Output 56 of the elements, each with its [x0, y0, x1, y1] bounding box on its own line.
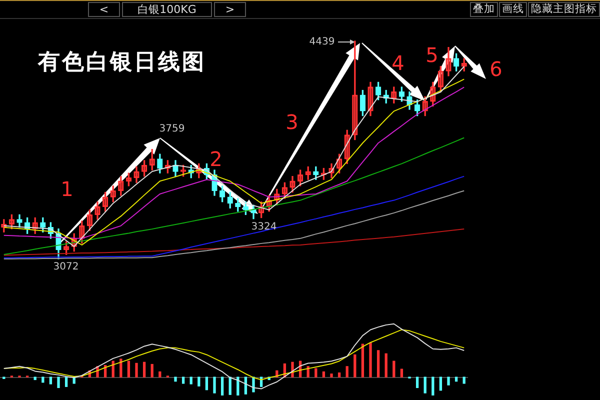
- bar: [354, 354, 356, 378]
- bar: [135, 362, 138, 378]
- bar: [182, 376, 185, 384]
- bar: [150, 364, 154, 378]
- bar: [330, 374, 333, 378]
- bar: [190, 376, 192, 384]
- bar: [57, 376, 60, 388]
- bar: [314, 368, 318, 378]
- bar: [174, 376, 177, 382]
- annotation: 2: [210, 147, 222, 172]
- bar: [454, 376, 458, 382]
- text: 画线: [499, 2, 527, 17]
- bar: [384, 353, 388, 378]
- bar: [220, 376, 224, 396]
- annotation: 5: [426, 43, 438, 68]
- bar: [42, 376, 44, 383]
- annotation: 3759: [159, 124, 185, 135]
- bar: [64, 376, 68, 387]
- bar: [338, 372, 341, 378]
- bar: [322, 371, 326, 378]
- bar: [236, 376, 240, 396]
- bar: [205, 376, 208, 390]
- bar: [346, 366, 348, 378]
- chart-title: 有色白银日线图: [38, 48, 206, 77]
- bar: [424, 376, 426, 394]
- bar: [228, 376, 232, 395]
- text: >: [214, 2, 246, 17]
- annotation: 1: [60, 177, 74, 202]
- bar: [198, 376, 200, 386]
- bar: [120, 358, 122, 378]
- bar: [416, 376, 419, 388]
- bar: [361, 344, 364, 378]
- annotation: 3324: [251, 222, 277, 233]
- bar: [34, 376, 36, 380]
- bar: [213, 376, 216, 394]
- text: 白银100KG: [122, 2, 212, 17]
- text: 隐藏主图指标: [528, 2, 600, 17]
- bar: [439, 376, 442, 391]
- annotation: 4439: [309, 36, 335, 48]
- bar: [432, 376, 434, 396]
- bar: [127, 360, 130, 378]
- text: 3072: [53, 262, 79, 273]
- text: <: [88, 2, 120, 17]
- bar: [49, 376, 52, 384]
- annotation: 3: [286, 110, 298, 134]
- bar: [369, 342, 372, 378]
- bar: [142, 362, 146, 378]
- annotation: 4: [392, 51, 404, 76]
- bar: [447, 376, 450, 386]
- text: 叠加: [470, 2, 498, 17]
- bar: [400, 368, 404, 378]
- bar: [462, 376, 466, 384]
- bar: [392, 360, 396, 378]
- bar: [376, 350, 380, 378]
- text: 6: [490, 57, 502, 82]
- bar: [158, 371, 162, 378]
